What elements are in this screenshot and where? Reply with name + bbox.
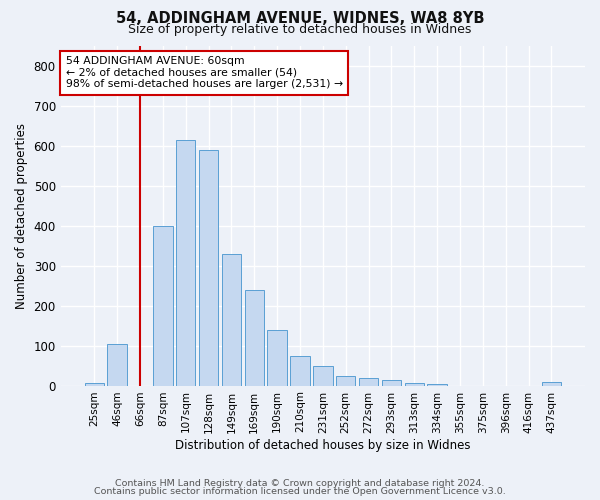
Text: 54 ADDINGHAM AVENUE: 60sqm
← 2% of detached houses are smaller (54)
98% of semi-: 54 ADDINGHAM AVENUE: 60sqm ← 2% of detac… — [66, 56, 343, 90]
Text: Size of property relative to detached houses in Widnes: Size of property relative to detached ho… — [128, 22, 472, 36]
Bar — [290, 356, 310, 386]
Bar — [268, 330, 287, 386]
Bar — [404, 383, 424, 386]
Text: Contains HM Land Registry data © Crown copyright and database right 2024.: Contains HM Land Registry data © Crown c… — [115, 478, 485, 488]
Text: Contains public sector information licensed under the Open Government Licence v3: Contains public sector information licen… — [94, 487, 506, 496]
X-axis label: Distribution of detached houses by size in Widnes: Distribution of detached houses by size … — [175, 440, 470, 452]
Bar — [359, 378, 378, 386]
Bar — [176, 140, 196, 386]
Text: 54, ADDINGHAM AVENUE, WIDNES, WA8 8YB: 54, ADDINGHAM AVENUE, WIDNES, WA8 8YB — [116, 11, 484, 26]
Bar — [85, 383, 104, 386]
Y-axis label: Number of detached properties: Number of detached properties — [15, 123, 28, 309]
Bar — [153, 226, 173, 386]
Bar — [542, 382, 561, 386]
Bar — [221, 254, 241, 386]
Bar — [107, 344, 127, 386]
Bar — [199, 150, 218, 386]
Bar — [313, 366, 332, 386]
Bar — [336, 376, 355, 386]
Bar — [245, 290, 264, 386]
Bar — [382, 380, 401, 386]
Bar — [427, 384, 447, 386]
